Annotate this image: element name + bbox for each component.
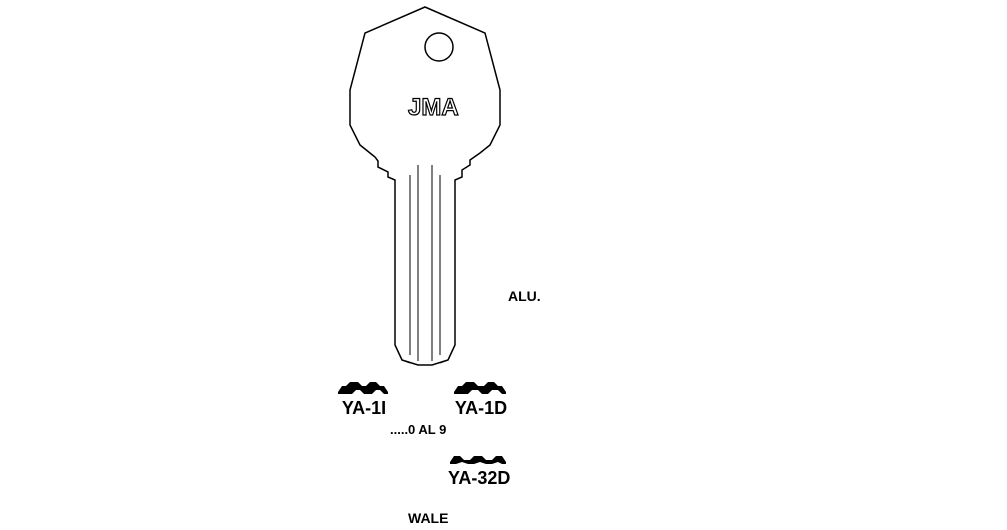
profile-ya-32d-svg bbox=[448, 450, 510, 466]
material-label: ALU. bbox=[508, 288, 541, 304]
profile-ya-1i-svg bbox=[336, 378, 392, 396]
profile-ya-1d: YA-1D bbox=[452, 378, 510, 419]
profile-ya-32d: YA-32D bbox=[448, 450, 510, 489]
key-hole bbox=[425, 33, 453, 61]
profile-ya-1d-label: YA-1D bbox=[452, 398, 510, 419]
key-body-outline bbox=[350, 7, 500, 365]
profile-ya-1i-label: YA-1I bbox=[336, 398, 392, 419]
key-svg: JMA bbox=[340, 5, 510, 370]
brand-label: WALE bbox=[408, 510, 448, 526]
profile-ya-1i-path bbox=[338, 382, 388, 394]
profile-ya-32d-label: YA-32D bbox=[448, 468, 510, 489]
code-range-text: .....0 AL 9 bbox=[390, 422, 446, 437]
profile-ya-1d-svg bbox=[452, 378, 510, 396]
profile-ya-1d-path bbox=[454, 382, 506, 394]
key-brand-text: JMA bbox=[408, 94, 459, 121]
profile-ya-32d-path bbox=[450, 456, 506, 464]
profile-ya-1i: YA-1I bbox=[336, 378, 392, 419]
key-outline-diagram: JMA bbox=[340, 5, 510, 375]
